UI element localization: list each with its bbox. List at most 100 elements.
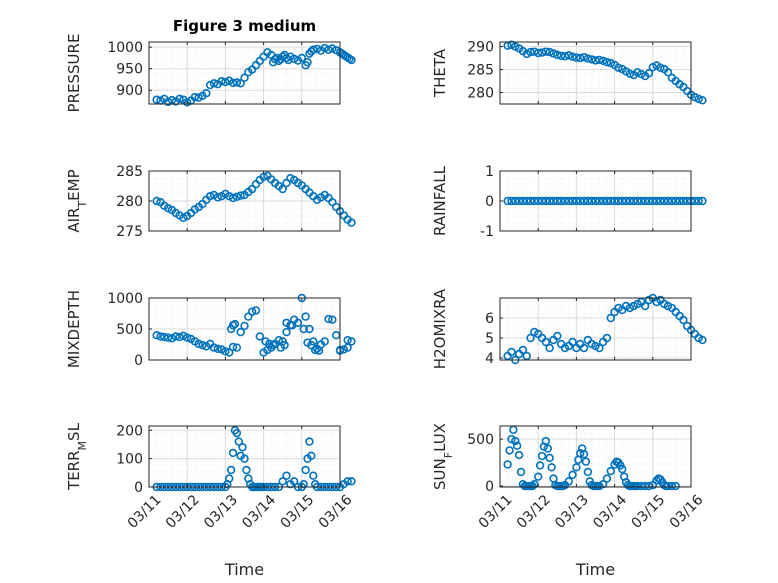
y-tick-label: 1000 xyxy=(107,40,143,56)
data-point xyxy=(663,481,673,491)
data-point xyxy=(545,196,554,206)
data-point xyxy=(637,481,646,491)
data-point xyxy=(511,196,520,206)
data-point xyxy=(541,337,551,347)
data-point xyxy=(579,196,589,206)
data-point xyxy=(175,332,184,342)
data-point xyxy=(633,196,642,206)
data-point xyxy=(656,63,665,72)
data-point xyxy=(541,196,551,206)
x-axis-label: Time xyxy=(575,560,615,579)
y-tick-label: 0 xyxy=(134,353,143,369)
data-point xyxy=(598,479,608,489)
data-point xyxy=(152,196,161,206)
data-point xyxy=(629,196,638,206)
data-point xyxy=(610,196,619,206)
data-point xyxy=(234,437,243,446)
x-tick-label: 03/15 xyxy=(629,492,669,532)
data-point xyxy=(310,345,320,355)
data-point xyxy=(598,196,608,206)
data-point xyxy=(507,196,516,206)
data-point xyxy=(156,332,165,341)
x-tick-label: 03/16 xyxy=(667,492,707,532)
data-point xyxy=(226,465,236,475)
data-point xyxy=(255,56,264,66)
data-point xyxy=(522,351,531,361)
data-point xyxy=(268,340,278,350)
subplot-7: 0 100 200 TERRMSL 03/1103/1203/1303/1403/150… xyxy=(65,422,356,579)
data-point xyxy=(602,474,612,483)
data-point xyxy=(328,315,337,324)
data-point xyxy=(537,451,547,461)
data-point xyxy=(591,56,600,65)
data-point xyxy=(507,347,516,357)
data-point xyxy=(299,324,308,334)
y-axis-label: SUNFLUX xyxy=(431,423,455,490)
data-point xyxy=(587,55,596,64)
data-point xyxy=(282,327,291,337)
data-point xyxy=(549,196,558,206)
data-point xyxy=(606,196,615,206)
data-point xyxy=(240,454,249,463)
subplot-2: 280 285 290 THETA xyxy=(431,40,707,105)
data-point xyxy=(549,49,558,58)
data-point xyxy=(528,481,537,491)
data-point xyxy=(618,464,627,474)
data-point xyxy=(576,53,585,63)
y-tick-label: 5 xyxy=(485,331,494,347)
data-point xyxy=(663,196,673,206)
data-point xyxy=(576,196,585,206)
data-point xyxy=(209,343,219,352)
data-point xyxy=(331,331,341,340)
data-point xyxy=(343,477,352,486)
data-point xyxy=(671,196,680,206)
data-point xyxy=(202,89,211,98)
y-tick-label: 275 xyxy=(116,224,143,240)
y-tick-label: 6 xyxy=(485,311,494,327)
data-point xyxy=(579,343,589,353)
data-point xyxy=(221,77,230,87)
y-tick-label: 0 xyxy=(134,480,143,496)
y-tick-label: 280 xyxy=(467,86,494,102)
data-point xyxy=(297,53,306,63)
data-point xyxy=(512,441,522,450)
data-point xyxy=(595,196,604,206)
data-point xyxy=(251,61,261,70)
data-point xyxy=(274,335,284,345)
data-point xyxy=(301,312,310,321)
data-point xyxy=(331,202,341,212)
data-point xyxy=(667,481,677,491)
data-point xyxy=(213,193,222,202)
data-point xyxy=(533,472,543,481)
data-point xyxy=(568,470,577,479)
data-point xyxy=(598,56,608,66)
data-point xyxy=(621,196,631,206)
data-point xyxy=(230,319,240,329)
data-point xyxy=(280,340,289,350)
data-point xyxy=(282,471,291,480)
y-tick-label: 100 xyxy=(116,452,143,468)
data-point xyxy=(305,324,314,334)
data-point xyxy=(339,211,349,220)
y-axis-label: MIXDEPTH xyxy=(65,290,83,368)
data-point xyxy=(644,196,654,206)
data-point xyxy=(560,196,570,206)
data-point xyxy=(564,196,573,206)
y-tick-label: -1 xyxy=(480,224,494,240)
subplot-1: 900 950 1000 PRESSURE Figure 3 medium xyxy=(65,17,356,112)
x-tick-label: 03/11 xyxy=(476,492,516,532)
data-point xyxy=(583,467,593,477)
data-point xyxy=(679,315,688,325)
data-point xyxy=(228,342,238,352)
y-axis-label: TERRMSL xyxy=(65,422,89,491)
data-point xyxy=(347,218,356,227)
data-point xyxy=(572,53,581,62)
data-point xyxy=(503,196,512,206)
data-point xyxy=(568,196,577,206)
data-point xyxy=(171,332,180,341)
data-point xyxy=(238,443,247,452)
data-point xyxy=(228,193,238,203)
x-tick-label: 03/13 xyxy=(201,492,241,532)
data-point xyxy=(591,196,600,206)
data-point xyxy=(530,196,539,206)
